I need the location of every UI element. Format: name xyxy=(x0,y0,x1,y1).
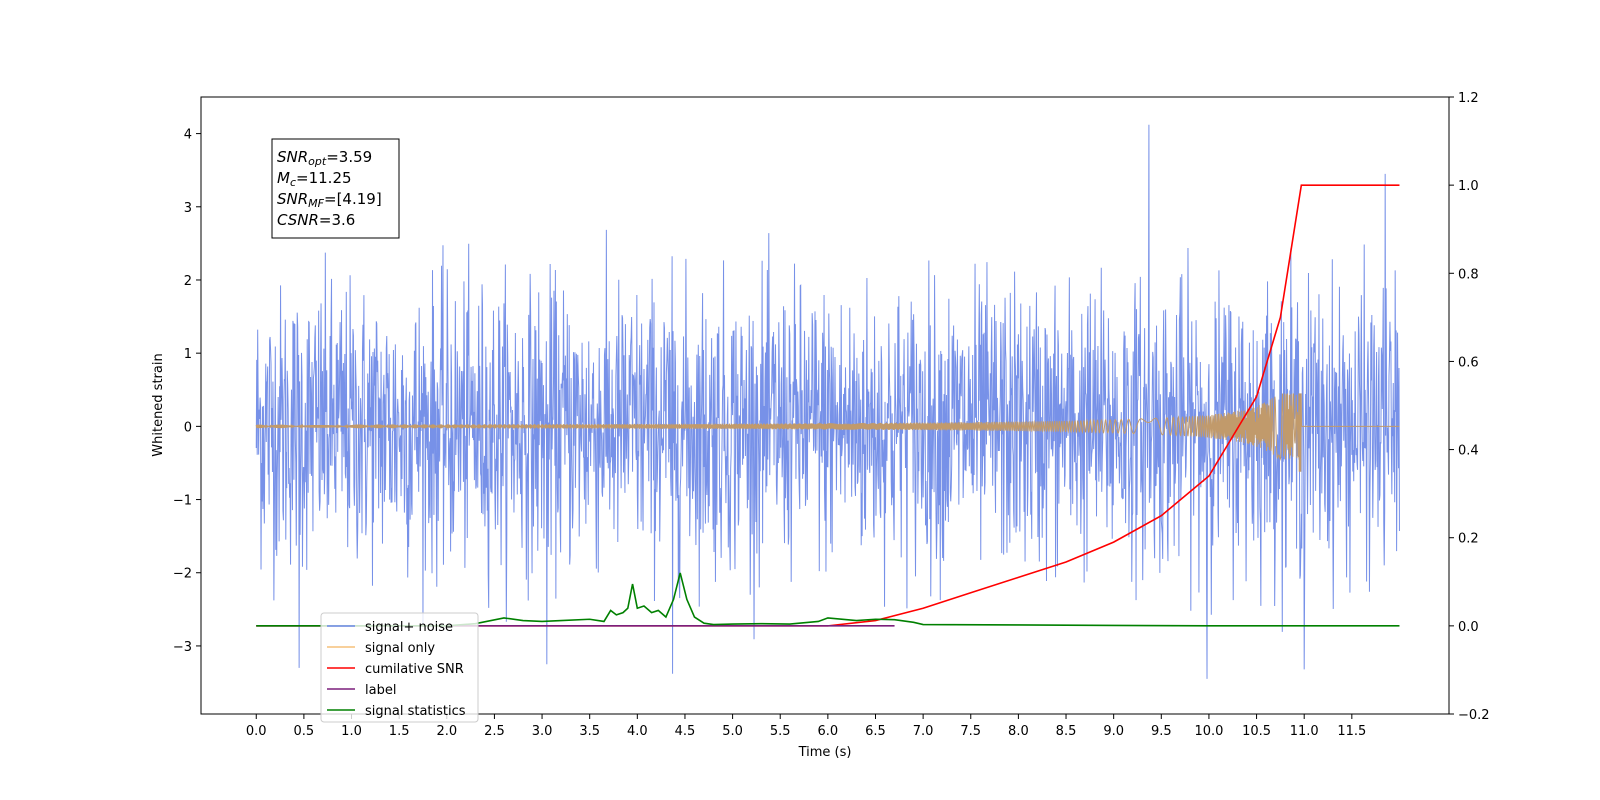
y-left-tick-label: 3 xyxy=(184,201,192,216)
legend-frame xyxy=(320,612,479,723)
y-right-tick-label: 1.0 xyxy=(1458,179,1479,194)
y-axis-left-ticks: −3 −2 −1 0 1 2 3 4 xyxy=(173,128,201,655)
x-tick-label: 0.5 xyxy=(294,724,315,739)
legend-label: cumilative SNR xyxy=(365,662,464,677)
x-tick-label: 2.0 xyxy=(436,724,457,739)
annotation-line: CSNR=3.6 xyxy=(277,211,355,229)
x-tick-label: 4.5 xyxy=(675,724,696,739)
x-tick-label: 1.5 xyxy=(389,724,410,739)
x-axis-ticks: 0.0 0.5 1.0 1.5 2.0 2.5 3.0 3.5 4.0 4.5 5.0 5.5 6.0 6… xyxy=(246,714,1366,739)
x-tick-label: 2.5 xyxy=(484,724,505,739)
x-tick-label: 7.0 xyxy=(913,724,934,739)
y-right-tick-label: 1.2 xyxy=(1458,91,1479,106)
y-right-tick-label: 0.2 xyxy=(1458,532,1479,547)
y-left-tick-label: −1 xyxy=(173,494,192,509)
x-tick-label: 7.5 xyxy=(960,724,981,739)
y-left-tick-label: 1 xyxy=(184,347,192,362)
x-tick-label: 9.0 xyxy=(1103,724,1124,739)
legend: signal+ noise signal only cumilative SNR la… xyxy=(320,612,479,723)
series-signal-only-line xyxy=(255,393,1400,472)
y-right-tick-label: 0.4 xyxy=(1458,444,1479,459)
y-left-tick-label: 4 xyxy=(184,128,192,143)
x-tick-label: 11.0 xyxy=(1290,724,1319,739)
y-axis-right-ticks: −0.2 0.0 0.2 0.4 0.6 0.8 1.0 1.2 xyxy=(1449,91,1490,723)
x-tick-label: 0.0 xyxy=(246,724,267,739)
x-tick-label: 3.0 xyxy=(532,724,553,739)
y-right-tick-label: 0.0 xyxy=(1458,620,1479,635)
y-left-tick-label: 2 xyxy=(184,274,192,289)
y-right-tick-label: −0.2 xyxy=(1458,708,1490,723)
x-tick-label: 10.5 xyxy=(1242,724,1271,739)
x-tick-label: 6.5 xyxy=(865,724,886,739)
y-axis-left-label: Whitened strain xyxy=(151,353,166,456)
legend-label: signal statistics xyxy=(365,704,466,719)
x-tick-label: 10.0 xyxy=(1194,724,1223,739)
x-tick-label: 11.5 xyxy=(1337,724,1366,739)
x-tick-label: 8.5 xyxy=(1056,724,1077,739)
annotation-frame xyxy=(271,138,400,239)
y-left-tick-label: −3 xyxy=(173,640,192,655)
series-signal-statistics-line xyxy=(256,572,1400,627)
y-right-tick-label: 0.6 xyxy=(1458,355,1479,370)
x-tick-label: 4.0 xyxy=(627,724,648,739)
annotation-line: SNRopt=3.59 xyxy=(277,148,372,168)
axes-frame xyxy=(200,96,1450,715)
x-tick-label: 1.0 xyxy=(341,724,362,739)
annotation-line: Mc=11.25 xyxy=(277,169,352,189)
legend-label: signal+ noise xyxy=(365,620,453,635)
x-tick-label: 3.5 xyxy=(579,724,600,739)
annotation-line: SNRMF=[4.19] xyxy=(277,190,382,210)
series-signal-noise-line xyxy=(255,124,1400,679)
legend-label: label xyxy=(365,683,396,698)
x-tick-label: 9.5 xyxy=(1151,724,1172,739)
y-left-tick-label: 0 xyxy=(184,420,192,435)
series-cumilative-snr-line xyxy=(256,184,1400,627)
x-tick-label: 5.0 xyxy=(722,724,743,739)
x-axis-label: Time (s) xyxy=(798,745,852,760)
legend-label: signal only xyxy=(365,641,435,656)
y-right-tick-label: 0.8 xyxy=(1458,267,1479,282)
x-tick-label: 6.0 xyxy=(818,724,839,739)
x-tick-label: 5.5 xyxy=(770,724,791,739)
y-left-tick-label: −2 xyxy=(173,567,192,582)
x-tick-label: 8.0 xyxy=(1008,724,1029,739)
